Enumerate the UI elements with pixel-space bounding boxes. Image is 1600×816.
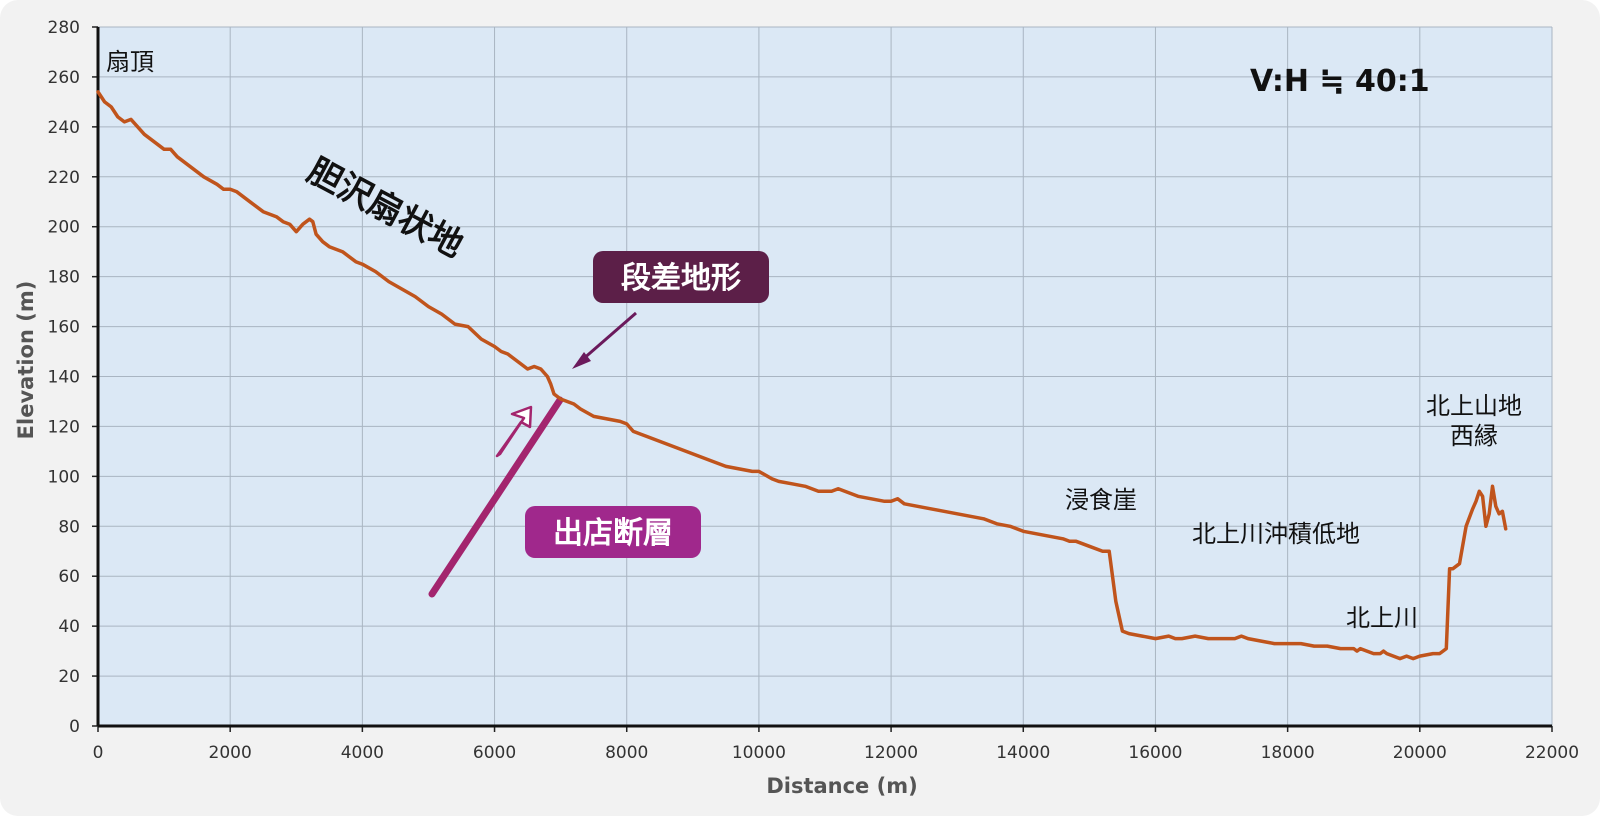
x-tick-label: 18000	[1261, 743, 1315, 763]
y-tick-label: 220	[48, 168, 80, 188]
x-tick-label: 16000	[1128, 743, 1182, 763]
fault-label-box	[525, 506, 701, 558]
x-tick-label: 10000	[732, 743, 786, 763]
x-tick-labels: 0 2000 4000 6000 8000 10000 12000 14000 16000 180…	[93, 743, 1579, 763]
x-tick-label: 0	[93, 743, 104, 763]
fault-line	[428, 396, 564, 598]
y-tick-label: 0	[69, 717, 80, 737]
y-tick-label: 160	[48, 318, 80, 338]
y-tick-label: 180	[48, 268, 80, 288]
label-mountains-2: 西縁	[1450, 422, 1498, 450]
y-tick-label: 200	[48, 218, 80, 238]
y-tick-label: 20	[58, 667, 80, 687]
terrace-label-box	[593, 251, 769, 303]
x-tick-label: 2000	[209, 743, 252, 763]
y-tick-label: 40	[58, 617, 80, 637]
y-tick-label: 240	[48, 118, 80, 138]
label-mountains-1: 北上山地	[1426, 392, 1522, 420]
y-tick-labels: 0 20 40 60 80 100 120 140 160 180 200 220 240 260 280	[48, 18, 80, 737]
fault-slip-arrow	[495, 405, 533, 458]
y-tick-label: 120	[48, 417, 80, 437]
y-tick-label: 140	[48, 368, 80, 388]
label-terrace: 段差地形	[621, 261, 741, 296]
x-tick-label: 4000	[341, 743, 384, 763]
y-tick-label: 80	[58, 517, 80, 537]
x-tick-label: 6000	[473, 743, 516, 763]
terrace-arrow-head	[572, 352, 591, 369]
label-lowland: 北上川沖積低地	[1192, 520, 1360, 548]
elevation-profile-line	[96, 90, 1508, 661]
label-cliff: 浸食崖	[1065, 486, 1137, 514]
axes	[92, 26, 1553, 732]
x-tick-label: 12000	[864, 743, 918, 763]
y-tick-label: 260	[48, 68, 80, 88]
y-tick-label: 280	[48, 18, 80, 38]
terrace-arrow	[581, 311, 637, 362]
label-fan-top: 扇頂	[106, 48, 154, 76]
x-tick-label: 20000	[1393, 743, 1447, 763]
y-tick-label: 100	[48, 467, 80, 487]
x-tick-label: 14000	[996, 743, 1050, 763]
label-ratio: V:H ≒ 40:1	[1250, 64, 1430, 99]
grid	[97, 26, 1553, 727]
label-fault: 出店断層	[553, 516, 673, 551]
x-tick-label: 22000	[1525, 743, 1579, 763]
x-axis-title: Distance (m)	[766, 774, 917, 798]
y-axis-title: Elevation (m)	[14, 281, 38, 440]
label-river: 北上川	[1346, 604, 1418, 632]
y-tick-label: 60	[58, 567, 80, 587]
x-tick-label: 8000	[605, 743, 648, 763]
